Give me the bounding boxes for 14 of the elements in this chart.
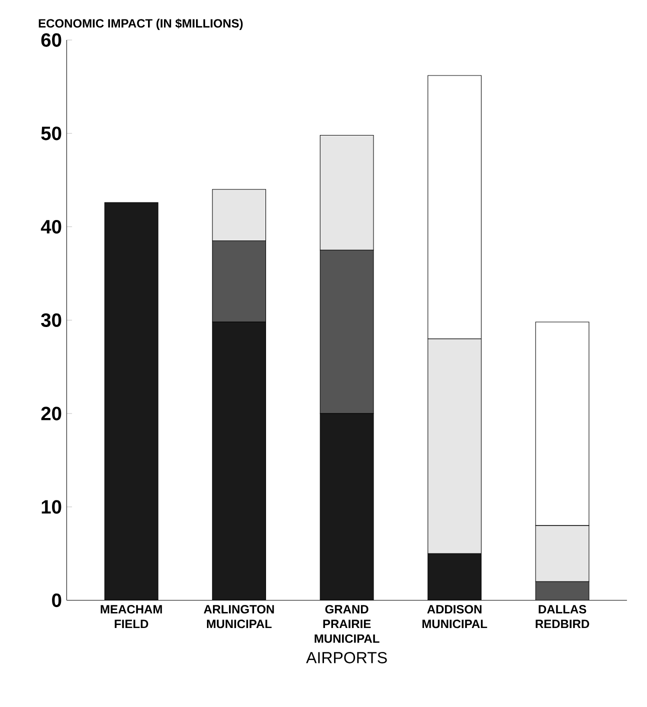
y-tick-label: 60	[41, 33, 62, 47]
y-tick-label: 20	[41, 406, 62, 420]
y-tick-label: 50	[41, 126, 62, 140]
x-tick-label: MEACHAM FIELD	[100, 604, 162, 628]
x-tick-label: ARLINGTON MUNICIPAL	[204, 604, 274, 628]
y-tick-label: 10	[42, 500, 62, 514]
y-tick-label: 40	[40, 220, 62, 234]
y-tick-label: 30	[41, 313, 62, 327]
y-tick-label: 0	[52, 593, 62, 608]
x-tick-label: GRAND PRAIRIE MUNICIPAL	[314, 604, 380, 643]
y-axis-title: ECONOMIC IMPACT (IN $MILLIONS)	[38, 18, 243, 30]
x-tick-label: DALLAS REDBIRD	[536, 604, 590, 628]
x-tick-label: ADDISON MUNICIPAL	[422, 604, 488, 628]
x-axis-title: AIRPORTS	[306, 652, 387, 664]
